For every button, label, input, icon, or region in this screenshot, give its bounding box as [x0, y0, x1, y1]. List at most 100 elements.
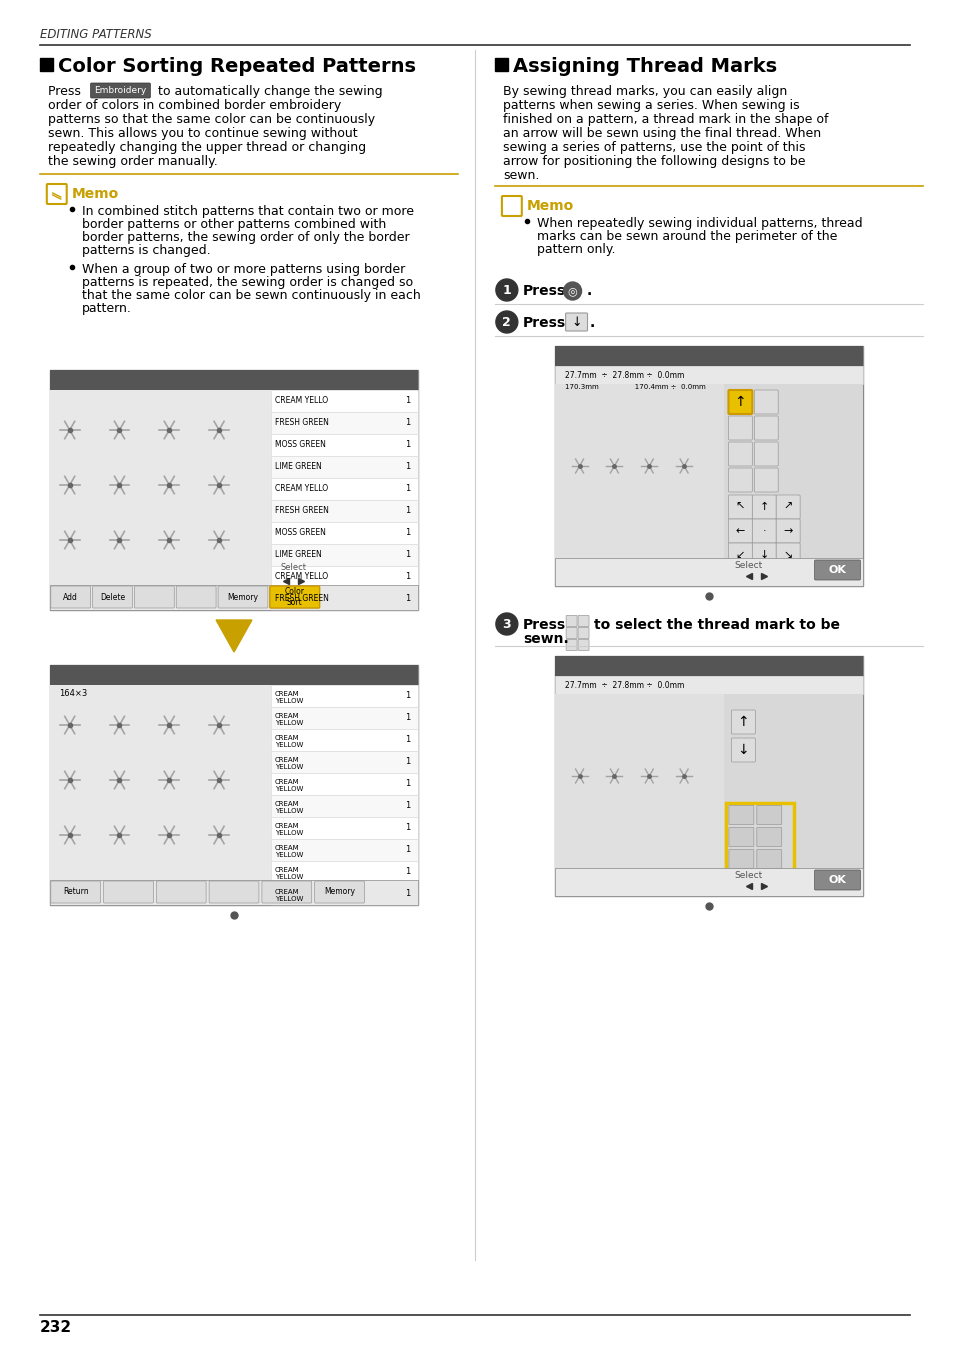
Text: repeatedly changing the upper thread or changing: repeatedly changing the upper thread or …: [48, 140, 366, 154]
Bar: [50, 585, 417, 610]
Text: When a group of two or more patterns using border: When a group of two or more patterns usi…: [82, 263, 404, 275]
Text: Select: Select: [734, 562, 761, 570]
Bar: [271, 390, 417, 412]
Text: OK: OK: [827, 566, 845, 575]
FancyBboxPatch shape: [728, 518, 752, 543]
FancyBboxPatch shape: [565, 313, 587, 331]
FancyBboxPatch shape: [578, 616, 588, 626]
Text: CREAM
YELLOW: CREAM YELLOW: [274, 691, 303, 703]
Text: Return: Return: [63, 887, 89, 896]
Bar: [271, 412, 417, 433]
Text: 1: 1: [405, 779, 410, 788]
Text: CREAM YELLO: CREAM YELLO: [274, 485, 328, 493]
Text: ←: ←: [735, 526, 744, 536]
Text: 1: 1: [405, 867, 410, 876]
Text: Press: Press: [522, 316, 565, 329]
Text: LIME GREEN: LIME GREEN: [274, 549, 321, 559]
FancyBboxPatch shape: [728, 543, 752, 567]
FancyBboxPatch shape: [728, 806, 753, 825]
Text: 1: 1: [405, 757, 410, 765]
Circle shape: [496, 613, 517, 634]
Text: CREAM
YELLOW: CREAM YELLOW: [274, 801, 303, 814]
FancyBboxPatch shape: [814, 869, 860, 890]
Text: LIME GREEN: LIME GREEN: [274, 462, 321, 471]
Text: CREAM
YELLOW: CREAM YELLOW: [274, 734, 303, 748]
FancyBboxPatch shape: [731, 710, 755, 734]
Circle shape: [563, 282, 581, 300]
Bar: [554, 656, 862, 676]
FancyBboxPatch shape: [104, 882, 153, 903]
FancyBboxPatch shape: [565, 640, 577, 651]
FancyBboxPatch shape: [752, 495, 776, 518]
FancyBboxPatch shape: [754, 441, 778, 466]
Text: CREAM YELLO: CREAM YELLO: [274, 396, 328, 405]
Text: 1: 1: [405, 462, 410, 471]
Text: In combined stitch patterns that contain two or more: In combined stitch patterns that contain…: [82, 205, 414, 217]
Text: Color Sorting Repeated Patterns: Color Sorting Repeated Patterns: [58, 57, 416, 76]
Text: patterns when sewing a series. When sewing is: patterns when sewing a series. When sewi…: [502, 99, 799, 112]
Text: Memory: Memory: [227, 593, 258, 602]
FancyBboxPatch shape: [756, 849, 781, 868]
Text: that the same color can be sewn continuously in each: that the same color can be sewn continuo…: [82, 289, 420, 302]
FancyBboxPatch shape: [728, 495, 752, 518]
Bar: [554, 383, 723, 586]
Text: sewn.: sewn.: [522, 632, 568, 647]
Text: MOSS GREEN: MOSS GREEN: [274, 528, 325, 537]
FancyBboxPatch shape: [91, 82, 151, 99]
Text: CREAM YELLO: CREAM YELLO: [274, 572, 328, 580]
Text: When repeatedly sewing individual patterns, thread: When repeatedly sewing individual patter…: [537, 217, 862, 230]
Text: arrow for positioning the following designs to be: arrow for positioning the following desi…: [502, 155, 804, 167]
Bar: [723, 694, 862, 896]
FancyBboxPatch shape: [728, 441, 752, 466]
FancyBboxPatch shape: [731, 738, 755, 761]
Text: Embroidery: Embroidery: [94, 86, 147, 95]
Bar: [271, 817, 417, 838]
Bar: [271, 838, 417, 861]
Bar: [554, 676, 862, 694]
Text: CREAM
YELLOW: CREAM YELLOW: [274, 713, 303, 726]
Text: FRESH GREEN: FRESH GREEN: [274, 594, 329, 603]
Text: 1: 1: [405, 396, 410, 405]
Text: MOSS GREEN: MOSS GREEN: [274, 440, 325, 450]
FancyBboxPatch shape: [754, 416, 778, 440]
Bar: [271, 456, 417, 478]
FancyBboxPatch shape: [218, 586, 268, 608]
Text: .: .: [586, 284, 591, 298]
Text: 1: 1: [405, 549, 410, 559]
FancyBboxPatch shape: [754, 390, 778, 414]
FancyBboxPatch shape: [754, 468, 778, 491]
Bar: [271, 883, 417, 905]
FancyBboxPatch shape: [262, 882, 312, 903]
FancyBboxPatch shape: [756, 828, 781, 846]
Text: to automatically change the sewing: to automatically change the sewing: [154, 85, 382, 99]
Text: marks can be sewn around the perimeter of the: marks can be sewn around the perimeter o…: [537, 230, 836, 243]
Text: sewn.: sewn.: [502, 169, 538, 182]
FancyBboxPatch shape: [314, 882, 364, 903]
Bar: [50, 684, 271, 905]
Text: Select: Select: [734, 871, 761, 880]
Text: 1: 1: [405, 890, 410, 898]
Text: FRESH GREEN: FRESH GREEN: [274, 506, 329, 514]
Bar: [271, 774, 417, 795]
Text: Memo: Memo: [526, 198, 574, 213]
Text: ↙: ↙: [735, 549, 744, 560]
FancyBboxPatch shape: [752, 543, 776, 567]
Text: Select: Select: [280, 563, 307, 572]
Text: ↑: ↑: [759, 502, 768, 512]
FancyBboxPatch shape: [728, 468, 752, 491]
FancyBboxPatch shape: [51, 586, 91, 608]
Text: the sewing order manually.: the sewing order manually.: [48, 155, 217, 167]
Circle shape: [496, 279, 517, 301]
Text: 1: 1: [405, 572, 410, 580]
FancyBboxPatch shape: [776, 518, 800, 543]
Text: sewing a series of patterns, use the point of this: sewing a series of patterns, use the poi…: [502, 140, 804, 154]
Bar: [50, 666, 417, 904]
Text: finished on a pattern, a thread mark in the shape of: finished on a pattern, a thread mark in …: [502, 113, 827, 126]
Text: CREAM
YELLOW: CREAM YELLOW: [274, 867, 303, 880]
Text: 27.7mm  ÷  27.8mm ÷  0.0mm: 27.7mm ÷ 27.8mm ÷ 0.0mm: [564, 680, 683, 690]
Bar: [271, 478, 417, 500]
Text: border patterns or other patterns combined with: border patterns or other patterns combin…: [82, 217, 386, 231]
Bar: [271, 589, 417, 610]
Bar: [50, 666, 417, 684]
Bar: [554, 656, 862, 896]
